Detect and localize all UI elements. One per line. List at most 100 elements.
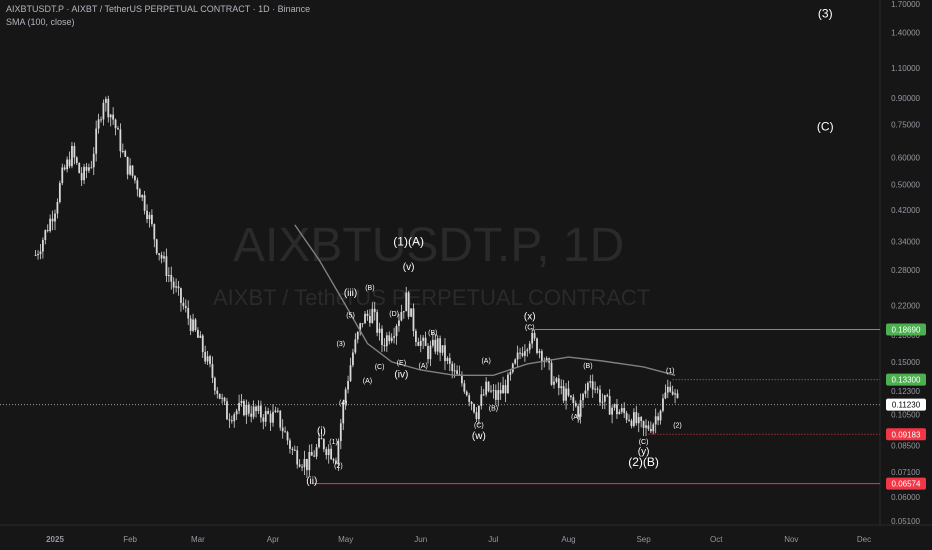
candle-body [233,414,236,422]
candle-body [385,335,388,347]
candle-body [647,425,650,429]
candle-body [366,313,369,316]
candle-body [461,375,463,384]
sma-indicator-label[interactable]: SMA (100, close) [6,17,75,27]
candle-body [352,352,354,366]
price-tick-label: 0.60000 [891,154,920,163]
time-tick-label: Jul [488,535,498,544]
candle-body [465,391,468,396]
candle-body [204,352,207,362]
price-level-label: 0.09183 [892,430,921,439]
candle-body [507,374,509,394]
candle-body [344,389,347,403]
candle-body [158,253,161,256]
candle-body [567,388,570,396]
price-tick-label: 0.06000 [891,493,920,502]
candle-body [412,308,415,331]
time-tick-label: Feb [123,535,137,544]
candle-body [364,313,366,324]
candle-body [175,286,178,288]
candle-body [119,129,122,152]
candle-body [250,413,253,417]
candle-body [429,345,432,360]
candle-body [434,339,437,352]
candle-body [37,254,39,256]
candle-body [112,114,115,120]
candle-body [330,448,333,460]
candle-body [453,370,456,372]
candle-body [625,413,628,420]
candle-body [46,230,49,232]
time-tick-label: Nov [784,535,798,544]
wave-label: (4) [339,400,348,407]
wave-label: (iv) [394,369,408,380]
candle-body [187,307,190,319]
candle-body [475,412,478,420]
candle-body [245,404,248,416]
candle-body [526,349,529,352]
candle-body [320,438,323,440]
candle-body [170,275,173,282]
candle-body [160,255,163,259]
candle-body [153,224,156,240]
candle-body [628,419,630,421]
candle-body [492,390,495,392]
candle-body [417,341,420,346]
wave-label: (C) [817,120,834,134]
candle-body [444,345,446,362]
price-level-tag [886,373,926,386]
price-tick-label: 0.22000 [891,301,920,310]
candle-body [313,455,316,457]
candle-body [223,397,226,402]
candle-body [97,119,100,129]
candle-body [424,337,427,347]
candle-body [68,159,71,167]
candle-body [228,419,231,421]
candle-body [371,308,374,323]
candle-body [206,356,209,362]
wave-label: (A) [363,378,372,385]
candle-body [134,175,136,181]
candle-body [676,393,679,399]
candle-body [671,391,674,395]
candle-body [235,410,238,415]
candle-body [281,427,284,432]
candle-body [393,336,396,338]
candle-body [608,396,611,415]
candle-body [85,166,88,171]
wave-label: (iii) [344,288,357,299]
candle-body [463,383,466,392]
candle-body [114,119,117,129]
wave-label: (ii) [306,476,317,487]
candle-body [601,401,604,403]
time-tick-label: Jun [414,535,427,544]
candle-body [419,340,422,346]
candle-body [315,447,318,457]
candle-body [34,254,37,256]
candle-body [141,195,144,198]
candle-body [172,281,175,288]
candle-body [347,381,349,390]
candle-body [603,395,606,402]
wave-label: (x) [524,312,536,323]
price-tick-label: 0.34000 [891,237,920,246]
wave-label: (A) [571,414,580,421]
candle-body [180,288,182,303]
candle-body [659,410,662,421]
candle-body [262,417,265,422]
candle-body [194,319,197,331]
candle-body [490,390,492,392]
candle-body [243,400,245,416]
candle-body [286,432,289,441]
candle-body [632,412,635,426]
candle-body [378,328,381,333]
candle-body [95,128,98,154]
candle-body [211,364,214,378]
candle-body [54,213,56,222]
chart-title[interactable]: AIXBTUSDT.P · AIXBT / TetherUS PERPETUAL… [6,4,311,14]
candle-body [470,401,473,405]
candle-body [124,151,127,157]
candle-body [594,388,597,390]
